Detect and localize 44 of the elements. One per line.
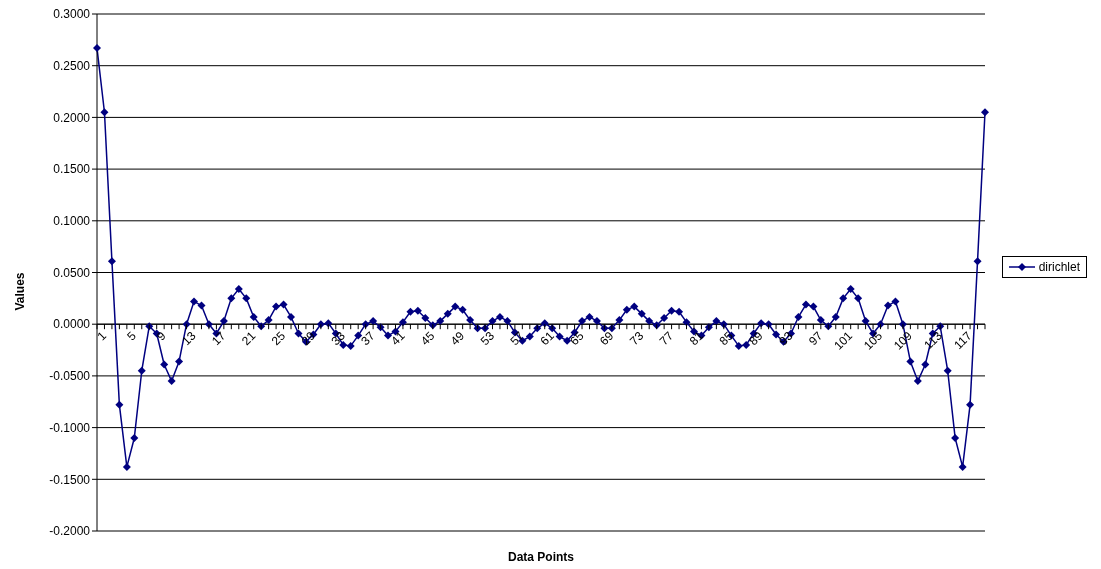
y-tick-label: 0.1500	[53, 162, 91, 177]
x-tick-label: 69	[597, 328, 617, 349]
x-tick-label: 105	[861, 328, 886, 353]
x-tick-label: 85	[716, 328, 737, 349]
x-tick-label: 41	[388, 328, 408, 349]
x-tick-label: 9	[154, 328, 169, 344]
x-tick-label: 113	[921, 328, 946, 353]
x-tick-label: 45	[418, 328, 438, 349]
x-tick-label: 37	[358, 328, 378, 349]
x-tick-label: 109	[890, 328, 916, 353]
y-tick-label: 0.2000	[53, 110, 91, 125]
y-tick-label: -0.1500	[49, 472, 91, 487]
y-tick-label: 0.2500	[53, 58, 91, 73]
x-axis-title: Data Points	[507, 550, 575, 564]
x-tick-label: 117	[951, 328, 975, 353]
y-tick-label: -0.0500	[49, 369, 91, 384]
x-tick-label: 49	[447, 328, 468, 349]
x-tick-label: 13	[179, 328, 199, 349]
x-tick-label: 5	[124, 328, 140, 344]
x-tick-label: 17	[209, 328, 229, 349]
x-tick-label: 1	[94, 328, 110, 344]
x-tick-label: 65	[567, 328, 587, 349]
y-tick-label: -0.1000	[49, 420, 91, 435]
x-tick-label: 89	[746, 328, 766, 349]
y-tick-label: -0.2000	[49, 524, 91, 539]
x-tick-label: 97	[806, 328, 826, 349]
x-tick-label: 53	[477, 328, 498, 349]
legend-label: dirichlet	[1038, 260, 1080, 274]
x-tick-label: 21	[238, 328, 259, 349]
x-tick-label: 93	[776, 328, 796, 349]
y-tick-label: 0.1000	[53, 214, 91, 229]
x-tick-label: 101	[831, 328, 856, 353]
x-tick-label: 29	[298, 328, 319, 349]
x-tick-label: 25	[268, 328, 289, 349]
y-tick-label: 0.0500	[53, 265, 91, 280]
y-axis-title: Values	[13, 272, 28, 311]
x-tick-label: 57	[507, 328, 528, 349]
y-tick-label: 0.0000	[53, 317, 91, 332]
x-tick-label: 61	[537, 328, 557, 349]
x-tick-label: 81	[686, 328, 707, 349]
x-tick-label: 77	[656, 328, 677, 349]
x-tick-label: 33	[328, 328, 349, 349]
y-tick-label: 0.3000	[53, 7, 91, 22]
x-tick-label: 73	[626, 328, 647, 349]
